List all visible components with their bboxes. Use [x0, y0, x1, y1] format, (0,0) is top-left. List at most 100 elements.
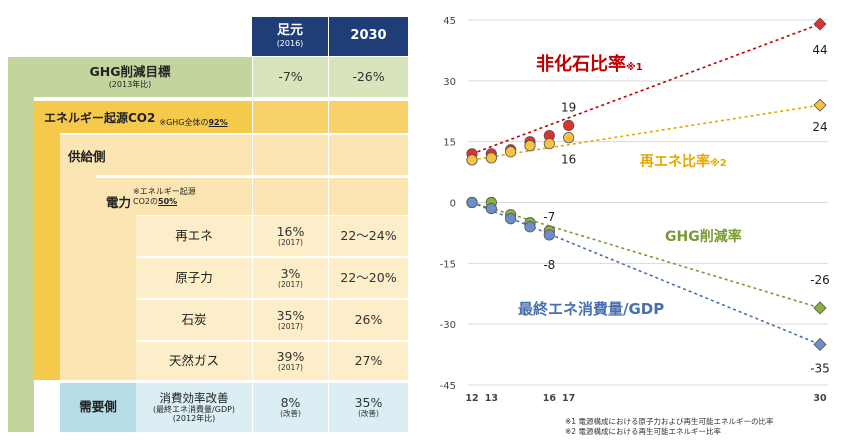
- row-current-gas-value: 39%: [276, 348, 305, 364]
- row-current-nuclear-year: (2017): [278, 279, 303, 289]
- row-current-gas: 39% (2017): [252, 341, 328, 380]
- ghg-target-value: -26%: [352, 68, 385, 84]
- series-0-target-label: 44: [812, 43, 827, 57]
- demand-item-sub1: (最終エネ消費量/GDP): [152, 404, 236, 414]
- demand-current-sub: (改善): [280, 409, 301, 419]
- series-2-latest-label: -7: [543, 210, 555, 224]
- supply-target: [328, 135, 408, 175]
- series-0-target-marker: [813, 17, 827, 31]
- series-1-point: [505, 146, 517, 158]
- series-0-trend-line: [471, 23, 821, 155]
- series-1-point: [466, 154, 478, 166]
- row-current-renewable-year: (2017): [278, 237, 303, 247]
- demand-item: 消費効率改善: [159, 390, 229, 405]
- row-current-renewable: 16% (2017): [252, 215, 328, 256]
- ghg-target: -26%: [328, 57, 408, 97]
- x-tick-label: 16: [543, 393, 557, 404]
- power-current: [252, 177, 328, 215]
- row-target-coal-value: 26%: [354, 311, 383, 327]
- power-cell: 電力 ※エネルギー起源 CO2の50%: [96, 177, 252, 215]
- demand-label-cell: 需要側: [60, 383, 136, 432]
- demand-label: 需要側: [79, 399, 117, 415]
- supply-cell: 供給側: [60, 135, 252, 175]
- demand-target-sub: (改善): [358, 409, 379, 419]
- chart-note-2: ※2 電源構成における再生可能エネルギー比率: [565, 427, 721, 436]
- series-1-trend-line: [471, 104, 821, 161]
- ghg-current-value: -7%: [278, 68, 303, 84]
- header-target-label: 2030: [350, 28, 387, 44]
- y-tick-label: 30: [443, 77, 456, 88]
- y-tick-label: 45: [443, 16, 456, 27]
- energy-co2-label: エネルギー起源CO2: [44, 110, 156, 125]
- series-2-name-label: GHG削減率: [665, 228, 742, 245]
- row-label-nuclear: 原子力: [136, 257, 252, 298]
- ghg-current: -7%: [252, 57, 328, 97]
- ghg-label-sub: (2013年比): [108, 79, 152, 89]
- x-tick-label: 13: [485, 393, 498, 404]
- header-current: 足元 (2016): [252, 17, 328, 56]
- trend-chart: 45 30 15 0 -15 -30 -45 12 13 16 17 30 19 44 非化石比率※1 16 2…: [420, 0, 842, 440]
- supply-band: [60, 175, 96, 380]
- series-3-target-label: -35: [810, 361, 830, 375]
- row-current-renewable-value: 16%: [276, 223, 305, 239]
- series-0-point: [563, 119, 575, 132]
- series-3-point: [466, 196, 478, 209]
- row-label-coal-text: 石炭: [181, 311, 207, 327]
- series-3-point: [505, 213, 517, 225]
- power-band: [96, 215, 136, 380]
- header-current-year: (2016): [276, 39, 304, 49]
- demand-current-value: 8%: [280, 395, 301, 410]
- row-target-coal: 26%: [328, 299, 408, 340]
- demand-item-sub2: (2012年比): [172, 414, 216, 424]
- energy-co2-note-pct: 92%: [208, 117, 228, 127]
- row-current-gas-year: (2017): [278, 362, 303, 372]
- series-1-name-label: 再エネ比率※2: [640, 153, 727, 170]
- supply-current: [252, 135, 328, 175]
- series-3-point: [485, 202, 497, 215]
- demand-item-cell: 消費効率改善 (最終エネ消費量/GDP) (2012年比): [136, 383, 252, 432]
- row-current-coal-year: (2017): [278, 321, 303, 331]
- series-1-target-marker: [813, 98, 827, 112]
- energy-co2-note: ※GHG全体の92%: [159, 117, 227, 128]
- demand-current: 8% (改善): [252, 383, 328, 432]
- series-3-name-label: 最終エネ消費量/GDP: [518, 300, 664, 318]
- series-0-name-label: 非化石比率※1: [536, 53, 643, 75]
- x-tick-label: 30: [813, 393, 827, 404]
- supply-label: 供給側: [68, 148, 106, 164]
- series-3-trend-line: [471, 201, 821, 346]
- series-2-target-label: -26: [810, 273, 830, 287]
- row-label-renewable-text: 再エネ: [175, 227, 213, 243]
- target-table: 足元 (2016) 2030 GHG削減目標 (2013年比) -7% -26%…: [0, 0, 420, 440]
- energy-co2-current: [252, 101, 328, 133]
- ghg-label-cell: GHG削減目標 (2013年比): [8, 57, 252, 97]
- row-label-coal: 石炭: [136, 299, 252, 340]
- power-note-pct: 50%: [158, 196, 178, 206]
- y-tick-label: 0: [450, 199, 456, 210]
- series-3-point: [524, 221, 536, 233]
- power-note-1: ※エネルギー起源: [133, 187, 196, 197]
- row-label-renewable: 再エネ: [136, 215, 252, 256]
- ghg-label: GHG削減目標: [89, 64, 171, 80]
- series-1-point: [543, 138, 555, 150]
- series-3-point: [543, 229, 555, 241]
- energy-co2-cell: エネルギー起源CO2 ※GHG全体の92%: [34, 101, 252, 133]
- y-tick-label: -15: [440, 259, 456, 270]
- row-target-nuclear-value: 22～20%: [340, 269, 397, 285]
- row-label-nuclear-text: 原子力: [175, 269, 213, 285]
- row-current-coal-value: 35%: [276, 307, 305, 323]
- series-2-trend-line: [471, 201, 821, 309]
- series-1-point: [485, 152, 497, 164]
- series-0-name-note: ※1: [626, 61, 643, 73]
- x-tick-label: 17: [562, 393, 575, 404]
- row-target-renewable: 22～24%: [328, 215, 408, 256]
- series-3-latest-label: -8: [543, 258, 555, 272]
- power-note-prefix: CO2の: [133, 196, 158, 206]
- energy-co2-target: [328, 101, 408, 133]
- x-tick-label: 12: [465, 393, 478, 404]
- series-2-target-marker: [813, 301, 827, 315]
- row-label-gas: 天然ガス: [136, 341, 252, 380]
- series-1-target-label: 24: [812, 120, 827, 134]
- power-note: ※エネルギー起源 CO2の50%: [133, 187, 196, 205]
- series-1-point: [524, 140, 536, 152]
- demand-target-value: 35%: [354, 395, 383, 410]
